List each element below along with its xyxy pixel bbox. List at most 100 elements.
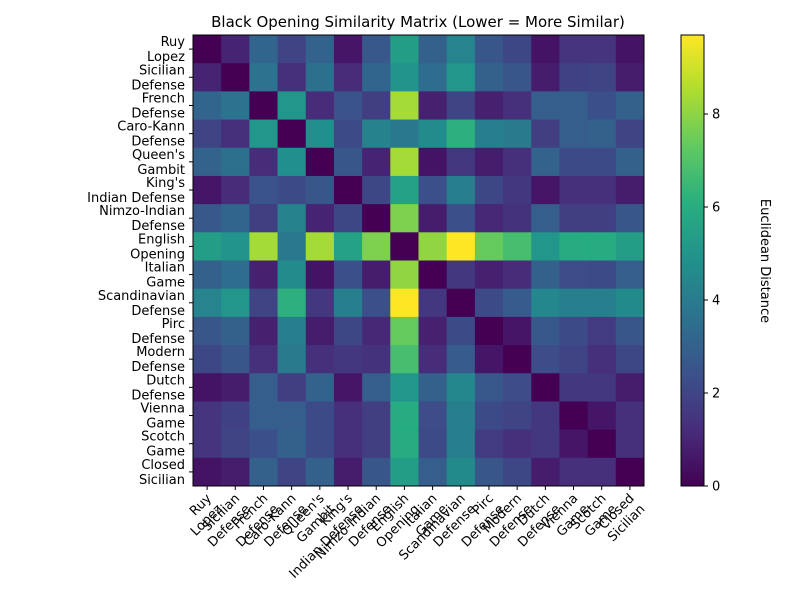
heatmap-cell [193, 401, 222, 431]
heatmap-cell [474, 373, 504, 402]
heatmap-cell [503, 260, 532, 290]
heatmap-cell [249, 175, 278, 205]
heatmap-cell [587, 147, 617, 177]
heatmap-cell [418, 429, 448, 459]
heatmap-cell [333, 63, 363, 92]
heatmap-cell [305, 63, 335, 92]
heatmap-cell [418, 63, 448, 92]
heatmap-cell [390, 401, 419, 431]
heatmap-cell [277, 345, 307, 374]
heatmap-cell [249, 316, 278, 346]
heatmap-cell [362, 204, 391, 233]
heatmap-cell [390, 260, 419, 290]
heatmap-cell [615, 232, 645, 261]
heatmap-cell [418, 232, 448, 261]
heatmap-cell [277, 204, 307, 233]
y-tick-label: English Opening [130, 232, 185, 262]
heatmap-cell [333, 288, 363, 318]
y-tick-label: Nimzo-Indian Defense [99, 204, 185, 234]
heatmap-cell [249, 204, 278, 233]
heatmap-cell [193, 147, 222, 177]
heatmap-cell [418, 373, 448, 402]
heatmap-cell [221, 401, 250, 431]
colorbar-label: Euclidean Distance [757, 199, 772, 323]
heatmap-cell [221, 429, 250, 459]
heatmap-cell [587, 63, 617, 92]
heatmap-cell [277, 175, 307, 205]
heatmap-cell [615, 345, 645, 374]
colorbar-tick-label: 4 [712, 294, 720, 309]
heatmap-cell [390, 175, 419, 205]
heatmap-cell [615, 429, 645, 459]
heatmap-cell [474, 232, 504, 261]
heatmap-cell [305, 204, 335, 233]
heatmap-cell [446, 373, 476, 402]
heatmap-cell [531, 345, 560, 374]
heatmap-cell [193, 91, 222, 120]
heatmap-cell [531, 147, 560, 177]
heatmap-cell [615, 457, 645, 487]
heatmap-cell [531, 401, 560, 431]
heatmap-cell [362, 63, 391, 92]
heatmap-cell [531, 260, 560, 290]
heatmap-cell [362, 119, 391, 149]
heatmap-cell [277, 316, 307, 346]
heatmap-cell [531, 232, 560, 261]
heatmap-cell [615, 91, 645, 120]
heatmap-cell [474, 119, 504, 149]
heatmap-cell [277, 373, 307, 402]
heatmap-cell [615, 63, 645, 92]
y-tick-label: Scotch Game [141, 430, 185, 460]
heatmap-cell [333, 204, 363, 233]
heatmap-cell [531, 35, 560, 64]
heatmap-cell [362, 175, 391, 205]
heatmap-cell [559, 316, 589, 346]
heatmap-cell [474, 457, 504, 487]
colorbar-ticks: 0 2 4 6 8 [704, 108, 720, 495]
heatmap-cell [390, 457, 419, 487]
y-tick-label: Italian Game [145, 261, 185, 291]
colorbar-tick-label: 6 [712, 201, 720, 216]
heatmap-cell [362, 91, 391, 120]
heatmap-cell [249, 429, 278, 459]
heatmap-cell [531, 457, 560, 487]
heatmap-cell [390, 147, 419, 177]
heatmap-cell [587, 316, 617, 346]
heatmap-cell [362, 147, 391, 177]
heatmap-cell [418, 147, 448, 177]
heatmap-cell [615, 119, 645, 149]
heatmap-cell [193, 204, 222, 233]
heatmap-cell [559, 401, 589, 431]
heatmap-cell [418, 175, 448, 205]
heatmap-cell [587, 373, 617, 402]
heatmap-cell [193, 316, 222, 346]
heatmap-cell [305, 91, 335, 120]
y-tick-label: French Defense [131, 92, 185, 122]
heatmap-cell [305, 35, 335, 64]
heatmap-cell [277, 457, 307, 487]
heatmap-cell [390, 204, 419, 233]
y-tick-label: King's Indian Defense [87, 176, 185, 206]
heatmap-cell [559, 345, 589, 374]
heatmap-cell [615, 260, 645, 290]
heatmap-cell [474, 401, 504, 431]
heatmap-cell [333, 457, 363, 487]
heatmap-cell [390, 63, 419, 92]
heatmap-cell [559, 91, 589, 120]
heatmap-cell [474, 91, 504, 120]
heatmap-cell [418, 204, 448, 233]
y-tick-label: Pirc Defense [131, 317, 185, 347]
heatmap-cell [446, 232, 476, 261]
heatmap-cell [362, 457, 391, 487]
heatmap-cell [249, 457, 278, 487]
heatmap-cell [221, 147, 250, 177]
heatmap-cell [333, 373, 363, 402]
heatmap-cell [474, 260, 504, 290]
heatmap-cell [503, 204, 532, 233]
heatmap-cell [277, 63, 307, 92]
heatmap-cell [333, 260, 363, 290]
heatmap-cell [615, 204, 645, 233]
heatmap-cell [221, 119, 250, 149]
